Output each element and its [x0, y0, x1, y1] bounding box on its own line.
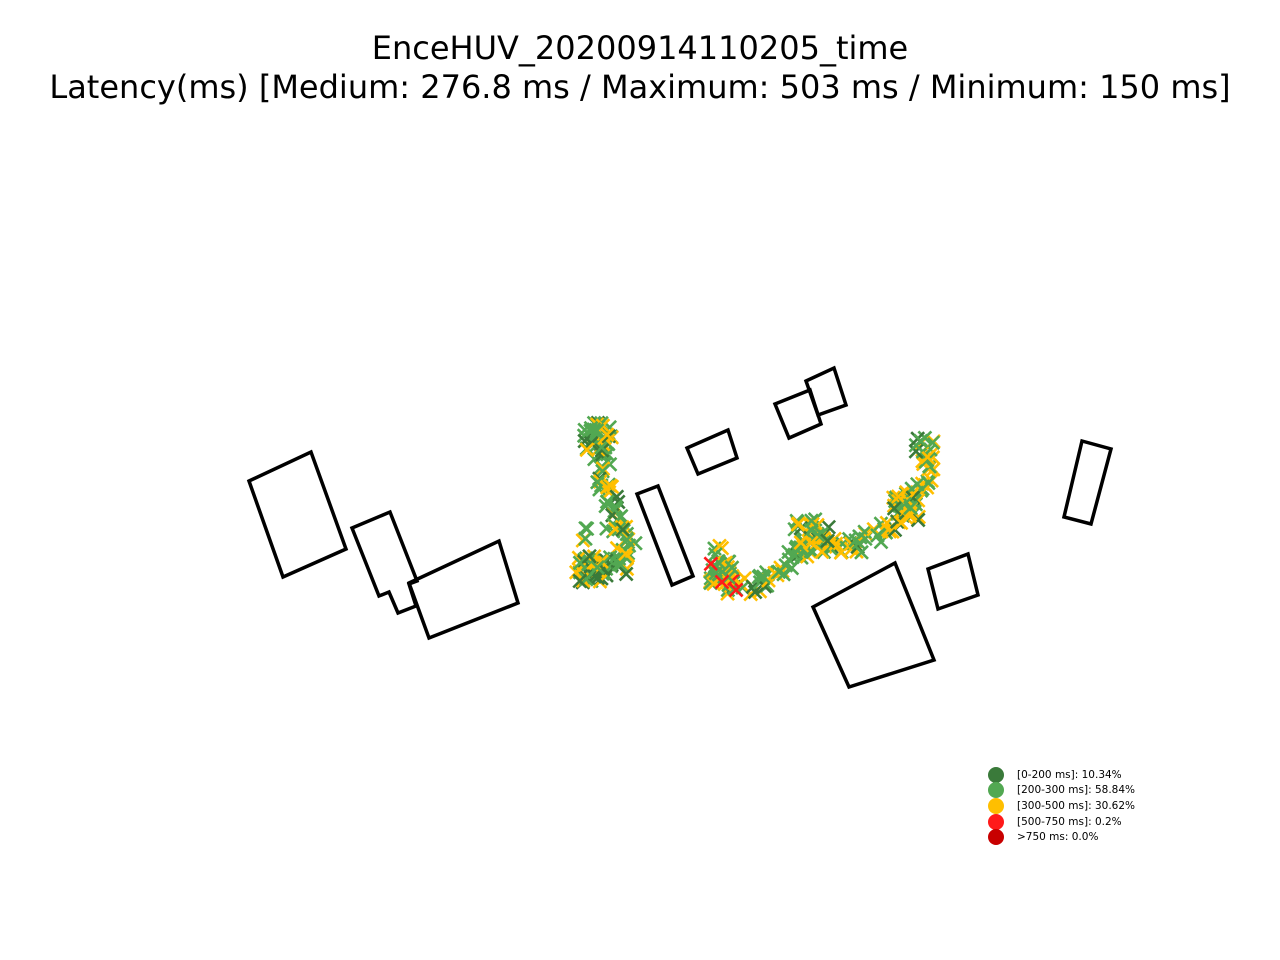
data-point [751, 569, 767, 585]
legend-item: [0-200 ms]: 10.34% [988, 766, 1135, 783]
data-point [579, 521, 595, 537]
data-point [890, 489, 906, 504]
data-point [913, 433, 929, 449]
data-point [793, 540, 809, 556]
legend-label: [500-750 ms]: 0.2% [1017, 815, 1122, 828]
data-point [803, 535, 819, 551]
data-point [920, 475, 936, 491]
data-point [572, 573, 588, 589]
data-point [615, 522, 631, 537]
data-point [854, 544, 869, 560]
obstacle-outline [634, 483, 696, 588]
data-point [619, 532, 635, 548]
data-point [828, 536, 844, 552]
data-point [791, 516, 807, 531]
obstacle-outline [925, 551, 981, 612]
data-point [594, 439, 610, 455]
data-point [889, 514, 905, 529]
data-point [618, 566, 634, 582]
legend-marker [988, 813, 1004, 830]
data-point [804, 513, 819, 529]
chart-subtitle: Latency(ms) [Medium: 276.8 ms / Maximum:… [49, 68, 1231, 106]
obstacle-outline [684, 427, 740, 477]
legend-item: [300-500 ms]: 30.62% [988, 797, 1136, 814]
data-point [925, 435, 941, 451]
obstacle-outline [349, 509, 420, 616]
legend-label: >750 ms: 0.0% [1017, 831, 1099, 844]
data-point [886, 500, 902, 516]
data-point [920, 449, 935, 465]
data-point [611, 556, 627, 572]
data-point [728, 582, 744, 598]
legend-label: [300-500 ms]: 30.62% [1017, 799, 1136, 812]
data-point [582, 548, 597, 564]
legend-marker [988, 829, 1004, 846]
data-point [611, 551, 627, 566]
data-point [599, 427, 615, 443]
obstacle-outline [810, 560, 937, 690]
scatter-points [568, 415, 941, 602]
data-point [618, 546, 634, 562]
data-point [919, 480, 935, 495]
data-point [703, 556, 719, 572]
data-point [595, 461, 611, 477]
legend-marker [988, 766, 1004, 783]
legend-label: [200-300 ms]: 58.84% [1017, 784, 1136, 797]
data-point [724, 560, 740, 576]
legend-marker [988, 782, 1004, 799]
data-point [919, 452, 935, 468]
data-point [893, 515, 909, 531]
data-point [908, 443, 924, 459]
obstacle-outlines [246, 365, 1114, 690]
legend-item: [200-300 ms]: 58.84% [988, 782, 1136, 799]
obstacle-outline [803, 365, 849, 418]
data-point [708, 565, 724, 581]
obstacle-outline [246, 449, 349, 580]
obstacle-outline [406, 538, 521, 641]
data-point [589, 559, 605, 575]
data-point [776, 566, 792, 582]
data-point [572, 555, 588, 571]
obstacle-outline [1061, 438, 1114, 527]
data-point [903, 500, 918, 516]
legend-marker [988, 797, 1004, 814]
data-point [594, 442, 610, 458]
legend-item: >750 ms: 0.0% [988, 829, 1135, 846]
legend: [0-200 ms]: 10.34% [200-300 ms]: 58.84% … [988, 766, 1136, 846]
chart-title: EnceHUV_20200914110205_time [371, 29, 909, 67]
obstacle-outline [772, 387, 824, 441]
data-point [781, 552, 797, 567]
data-point [583, 435, 599, 451]
legend-label: [0-200 ms]: 10.34% [1017, 768, 1122, 781]
data-point [589, 423, 605, 438]
data-point [816, 544, 832, 560]
data-point [714, 574, 730, 590]
data-point [579, 442, 595, 458]
data-point [820, 533, 835, 549]
legend-item: [500-750 ms]: 0.2% [988, 813, 1135, 830]
